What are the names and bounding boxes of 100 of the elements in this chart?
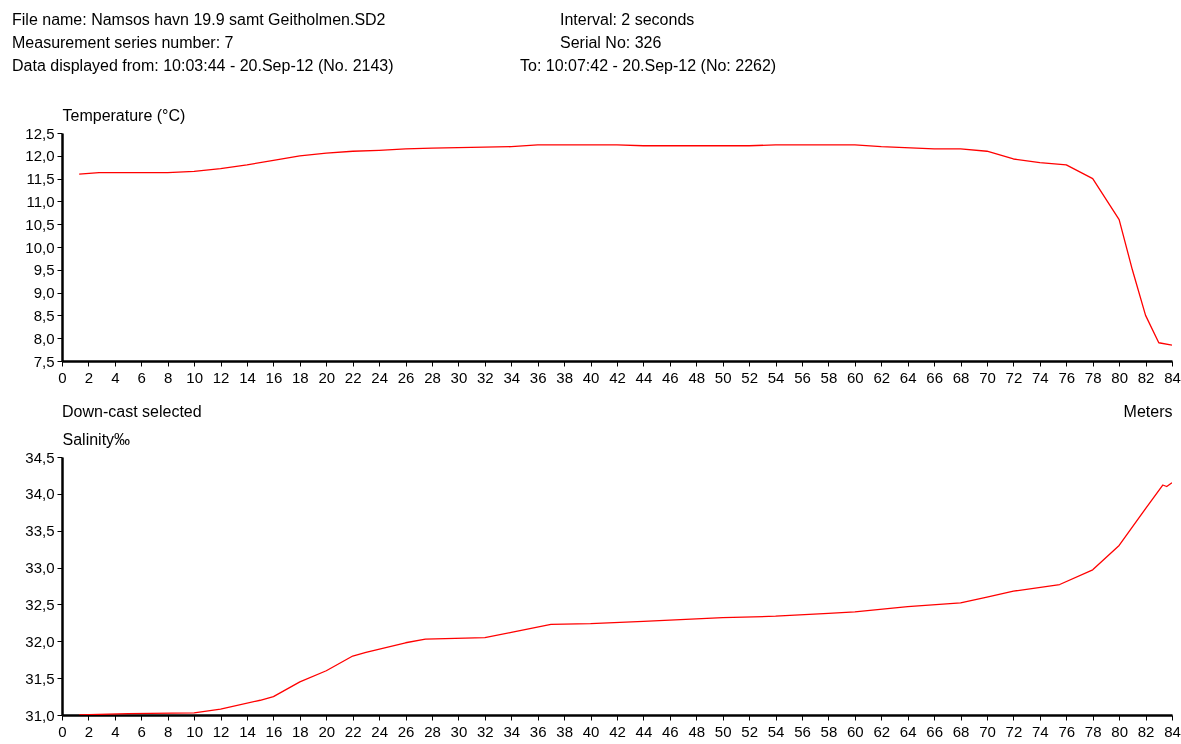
text: Serial No: 326 bbox=[560, 33, 662, 53]
y-tick-label: 33,0 bbox=[25, 559, 55, 577]
x-tick-label: 10 bbox=[186, 368, 203, 386]
x-tick-label: 64 bbox=[899, 722, 917, 740]
x-tick-label: 42 bbox=[609, 722, 626, 740]
x-tick-label: 28 bbox=[424, 368, 441, 386]
x-tick-label: 44 bbox=[635, 368, 653, 386]
y-tick-label: 34,0 bbox=[25, 485, 55, 503]
x-tick-label: 60 bbox=[847, 368, 864, 386]
x-tick-label: 2 bbox=[84, 368, 94, 386]
x-tick-label: 42 bbox=[609, 368, 626, 386]
y-tick-label: 12,0 bbox=[25, 147, 55, 165]
x-tick-label: 72 bbox=[1005, 368, 1023, 386]
text: To: 10:07:42 - 20.Sep-12 (No: 2262) bbox=[520, 56, 777, 76]
x-tick-label: 52 bbox=[741, 368, 758, 386]
x-tick-label: 84 bbox=[1164, 722, 1181, 740]
x-tick-label: 8 bbox=[164, 722, 173, 740]
x-tick-label: 6 bbox=[137, 368, 146, 386]
x-tick-label: 56 bbox=[794, 368, 811, 386]
y-tick-label: 33,5 bbox=[25, 522, 55, 540]
x-tick-label: 20 bbox=[318, 368, 336, 386]
x-tick-label: 78 bbox=[1084, 722, 1102, 740]
x-tick-label: 66 bbox=[926, 722, 943, 740]
x-tick-label: 2 bbox=[84, 722, 94, 740]
x-tick-label: 32 bbox=[477, 368, 494, 386]
x-tick-label: 40 bbox=[582, 722, 600, 740]
y-tick-label: 32,5 bbox=[25, 595, 55, 613]
x-tick-label: 34 bbox=[503, 368, 521, 386]
y-tick-label: 31,5 bbox=[25, 669, 55, 687]
x-tick-label: 24 bbox=[371, 368, 388, 386]
x-tick-label: 26 bbox=[397, 368, 415, 386]
x-tick-label: 0 bbox=[58, 368, 67, 386]
x-tick-label: 16 bbox=[265, 722, 283, 740]
text: Measurement series number: 7 bbox=[12, 33, 234, 53]
x-tick-label: 30 bbox=[450, 722, 468, 740]
x-tick-label: 74 bbox=[1032, 722, 1049, 740]
text: Down-cast selected bbox=[62, 402, 202, 422]
y-tick-label: 12,5 bbox=[25, 124, 55, 142]
line-series bbox=[78, 144, 1172, 346]
x-tick-label: 50 bbox=[714, 368, 732, 386]
x-tick-label: 80 bbox=[1111, 722, 1128, 740]
x-tick-label: 50 bbox=[714, 722, 732, 740]
x-tick-label: 40 bbox=[582, 368, 600, 386]
x-tick-label: 32 bbox=[477, 722, 494, 740]
x-tick-label: 54 bbox=[767, 368, 785, 386]
x-tick-label: 4 bbox=[111, 722, 120, 740]
x-tick-label: 24 bbox=[371, 722, 388, 740]
x-tick-label: 68 bbox=[952, 368, 970, 386]
x-tick-label: 48 bbox=[688, 368, 706, 386]
x-tick-label: 22 bbox=[344, 722, 362, 740]
y-tick-label: 10,0 bbox=[25, 238, 55, 256]
x-tick-label: 38 bbox=[556, 368, 573, 386]
y-tick-label: 8,0 bbox=[33, 329, 55, 347]
x-tick-label: 4 bbox=[111, 368, 120, 386]
y-tick-label: 9,5 bbox=[33, 261, 55, 279]
y-tick-label: 9,0 bbox=[33, 284, 55, 302]
x-tick-label: 38 bbox=[556, 722, 573, 740]
x-tick-label: 54 bbox=[767, 722, 785, 740]
x-tick-label: 62 bbox=[873, 368, 891, 386]
x-tick-label: 8 bbox=[164, 368, 173, 386]
x-tick-label: 20 bbox=[318, 722, 336, 740]
y-tick-label: 11,5 bbox=[26, 170, 55, 188]
x-tick-label: 14 bbox=[239, 368, 256, 386]
x-tick-label: 76 bbox=[1058, 722, 1076, 740]
x-tick-label: 44 bbox=[635, 722, 653, 740]
x-tick-label: 18 bbox=[292, 722, 309, 740]
x-tick-label: 72 bbox=[1005, 722, 1023, 740]
x-tick-label: 58 bbox=[820, 722, 838, 740]
x-tick-label: 46 bbox=[662, 368, 679, 386]
x-tick-label: 62 bbox=[873, 722, 891, 740]
x-tick-label: 82 bbox=[1137, 722, 1155, 740]
y-tick-label: 8,5 bbox=[33, 306, 55, 324]
x-tick-label: 46 bbox=[662, 722, 679, 740]
x-tick-label: 64 bbox=[899, 368, 917, 386]
x-tick-label: 78 bbox=[1084, 368, 1102, 386]
x-tick-label: 26 bbox=[397, 722, 415, 740]
y-axis-title: Salinity‰ bbox=[62, 430, 131, 448]
line-series bbox=[78, 482, 1172, 715]
y-tick-label: 31,0 bbox=[25, 706, 55, 724]
y-axis-title: Temperature (°C) bbox=[62, 106, 186, 124]
x-tick-label: 56 bbox=[794, 722, 811, 740]
text: Interval: 2 seconds bbox=[560, 10, 695, 30]
chart-title: File name: Namsos havn 19.9 samt Geitholmen.SD2 bbox=[12, 10, 386, 30]
x-tick-label: 12 bbox=[212, 368, 230, 386]
x-tick-label: 52 bbox=[741, 722, 758, 740]
x-tick-label: 58 bbox=[820, 368, 838, 386]
x-tick-label: 82 bbox=[1137, 368, 1155, 386]
x-tick-label: 36 bbox=[529, 368, 547, 386]
x-tick-label: 14 bbox=[239, 722, 256, 740]
x-tick-label: 68 bbox=[952, 722, 970, 740]
x-tick-label: 22 bbox=[344, 368, 362, 386]
y-tick-label: 10,5 bbox=[25, 215, 55, 233]
x-tick-label: 28 bbox=[424, 722, 441, 740]
y-tick-label: 11,0 bbox=[26, 192, 55, 210]
x-tick-label: 76 bbox=[1058, 368, 1076, 386]
y-tick-label: 32,0 bbox=[25, 632, 55, 650]
x-tick-label: 36 bbox=[529, 722, 547, 740]
x-tick-label: 70 bbox=[979, 368, 996, 386]
x-tick-label: 74 bbox=[1032, 368, 1049, 386]
text: Data displayed from: 10:03:44 - 20.Sep-12 (No. 2143) bbox=[12, 56, 394, 76]
